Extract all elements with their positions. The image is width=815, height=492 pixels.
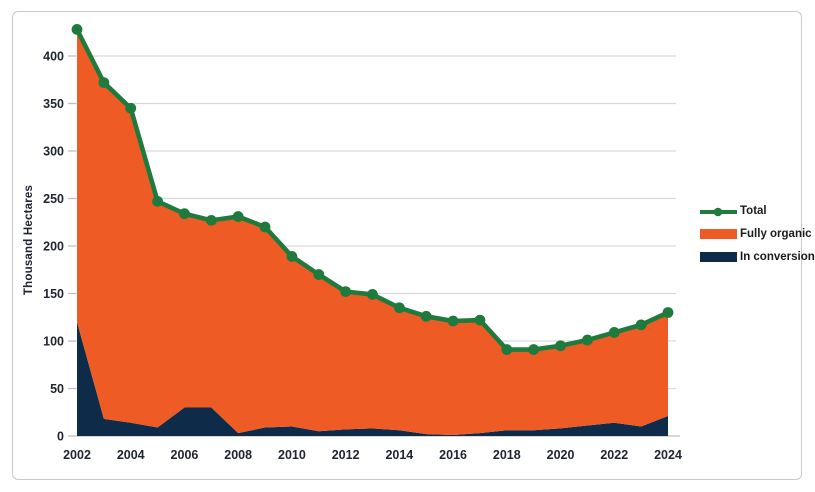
x-axis-tick-label: 2020 xyxy=(547,448,575,462)
fully-organic-swatch-icon xyxy=(700,228,737,239)
y-axis-tick-label: 150 xyxy=(43,287,64,301)
total-point-2017 xyxy=(474,314,486,326)
total-point-2006 xyxy=(179,208,190,220)
total-point-2003 xyxy=(98,77,110,88)
total-point-2005 xyxy=(152,195,163,207)
legend-item-total: Total xyxy=(700,199,815,222)
total-point-2022 xyxy=(608,327,620,338)
y-axis-tick-label: 0 xyxy=(57,430,64,444)
x-axis-tick-label: 2004 xyxy=(117,448,145,462)
legend-label-in-conversion: In conversion xyxy=(740,250,815,263)
y-axis-tick-label: 250 xyxy=(43,192,64,206)
total-point-2014 xyxy=(393,302,405,314)
total-point-2023 xyxy=(635,319,647,331)
y-axis-tick-label: 350 xyxy=(43,97,64,111)
x-axis-tick-label: 2008 xyxy=(224,448,252,462)
in-conversion-area xyxy=(77,322,668,436)
legend-item-fully-organic: Fully organic xyxy=(700,222,815,245)
total-point-2002 xyxy=(71,24,83,35)
total-point-2008 xyxy=(232,211,244,222)
total-point-2020 xyxy=(555,340,566,352)
total-point-2019 xyxy=(528,344,540,355)
y-axis-tick-label: 300 xyxy=(43,145,64,159)
total-point-2012 xyxy=(340,286,352,297)
x-axis-tick-label: 2022 xyxy=(600,448,628,462)
total-point-2021 xyxy=(582,334,593,346)
total-point-2024 xyxy=(662,307,674,318)
x-axis-tick-label: 2012 xyxy=(332,448,360,462)
x-axis-tick-label: 2002 xyxy=(63,448,91,462)
x-axis-tick-label: 2010 xyxy=(278,448,306,462)
x-axis-tick-label: 2024 xyxy=(654,448,682,462)
in-conversion-swatch-icon xyxy=(700,251,737,262)
total-line-swatch-icon xyxy=(700,205,737,217)
x-axis-tick-label: 2014 xyxy=(385,448,413,462)
total-point-2004 xyxy=(125,102,137,114)
chart-legend: Total Fully organic In conversion xyxy=(700,199,815,268)
total-point-2018 xyxy=(501,344,513,355)
legend-label-fully-organic: Fully organic xyxy=(740,227,812,240)
total-point-2011 xyxy=(313,269,325,280)
total-point-2010 xyxy=(286,251,298,262)
legend-item-in-conversion: In conversion xyxy=(700,245,815,268)
total-point-2015 xyxy=(420,310,432,322)
x-axis-tick-label: 2018 xyxy=(493,448,521,462)
total-point-2009 xyxy=(259,221,271,233)
y-axis-tick-label: 400 xyxy=(43,50,64,64)
total-point-2016 xyxy=(447,315,459,327)
x-axis-tick-label: 2006 xyxy=(171,448,199,462)
fully-organic-area xyxy=(77,29,668,436)
x-axis-tick-label: 2016 xyxy=(439,448,467,462)
total-point-2007 xyxy=(205,214,217,226)
y-axis-tick-label: 200 xyxy=(43,240,64,254)
y-axis-tick-label: 100 xyxy=(43,335,64,349)
total-point-2013 xyxy=(367,289,378,300)
legend-label-total: Total xyxy=(740,204,767,217)
y-axis-tick-label: 50 xyxy=(50,382,64,396)
